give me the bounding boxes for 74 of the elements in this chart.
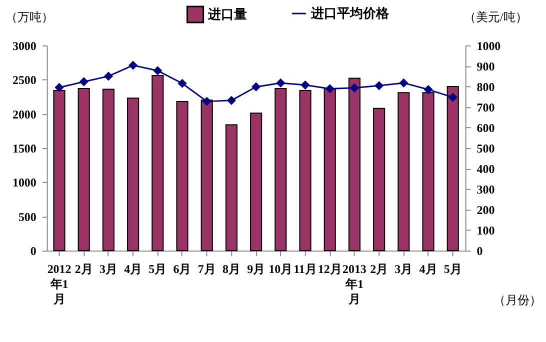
y2-tick-label: 1000 xyxy=(476,38,501,53)
y2-tick-label: 400 xyxy=(476,162,495,176)
bar xyxy=(274,88,287,252)
point xyxy=(80,78,88,86)
y2-axis-title: （美元/吨） xyxy=(464,10,528,24)
y2-tick-label: 900 xyxy=(476,59,495,74)
point xyxy=(104,72,113,80)
x-tick-label: 5月 xyxy=(148,262,167,276)
legend-label: 进口量 xyxy=(207,6,248,22)
point xyxy=(374,81,384,90)
y2-tick-label: 0 xyxy=(476,244,483,258)
y2-tick-label: 100 xyxy=(476,224,495,238)
point xyxy=(128,61,138,70)
point xyxy=(301,80,310,90)
y-tick-label: 1000 xyxy=(12,176,36,190)
x-tick-label: 8月 xyxy=(222,262,240,276)
point xyxy=(326,84,334,93)
point xyxy=(178,79,186,88)
point xyxy=(202,97,212,106)
bar xyxy=(176,101,188,252)
point xyxy=(276,78,285,88)
x-tick-label: 2012年1月 xyxy=(47,262,72,306)
point xyxy=(350,84,359,92)
x-tick-label: 12月 xyxy=(318,262,342,276)
legend-label: 进口平均价格 xyxy=(310,6,390,21)
point xyxy=(424,85,432,94)
y2-tick-label: 800 xyxy=(476,80,495,94)
point xyxy=(252,82,260,92)
point xyxy=(448,93,458,102)
y-tick-label: 1500 xyxy=(12,142,36,156)
bar xyxy=(127,98,140,252)
point xyxy=(400,78,408,88)
point xyxy=(227,96,236,105)
bar xyxy=(200,100,213,252)
x-tick-label: 3月 xyxy=(394,262,413,276)
bar xyxy=(102,88,114,252)
bar xyxy=(348,78,360,252)
y-tick-label: 0 xyxy=(30,244,36,258)
bar xyxy=(152,75,164,252)
x-tick-label: 3月 xyxy=(99,262,118,276)
bar xyxy=(422,92,434,252)
x-tick-label: 7月 xyxy=(198,262,216,276)
bar xyxy=(324,88,336,252)
y-tick-label: 2500 xyxy=(12,73,36,88)
bar xyxy=(53,90,66,252)
x-tick-label: 2月 xyxy=(74,262,93,276)
y2-tick-label: 300 xyxy=(476,182,495,197)
bar xyxy=(446,86,459,252)
bar xyxy=(225,124,238,252)
y-tick-label: 3000 xyxy=(12,38,36,53)
x-tick-label: 2013年1月 xyxy=(342,262,366,306)
x-tick-label: 2月 xyxy=(370,262,388,276)
bar xyxy=(250,112,262,252)
y-tick-label: 500 xyxy=(18,210,36,224)
y2-tick-label: 500 xyxy=(476,142,495,156)
bar xyxy=(398,92,410,252)
x-tick-label: 4月 xyxy=(419,262,438,276)
bar xyxy=(373,108,386,252)
x-tick-label: 6月 xyxy=(173,262,192,276)
x-axis-title: （月份） xyxy=(494,292,542,307)
y-tick-label: 2000 xyxy=(12,107,36,122)
y-axis-title: （万吨） xyxy=(5,10,54,24)
point xyxy=(154,66,162,75)
x-tick-label: 11月 xyxy=(294,262,317,276)
x-tick-label: 9月 xyxy=(247,262,266,276)
y2-tick-label: 200 xyxy=(476,203,495,218)
y2-tick-label: 600 xyxy=(476,120,495,135)
bar xyxy=(78,88,90,252)
x-tick-label: 10月 xyxy=(268,262,293,276)
x-tick-label: 4月 xyxy=(124,262,142,276)
point xyxy=(55,83,64,92)
bar xyxy=(299,90,312,252)
y2-tick-label: 700 xyxy=(476,100,495,114)
x-tick-label: 5月 xyxy=(444,262,462,276)
